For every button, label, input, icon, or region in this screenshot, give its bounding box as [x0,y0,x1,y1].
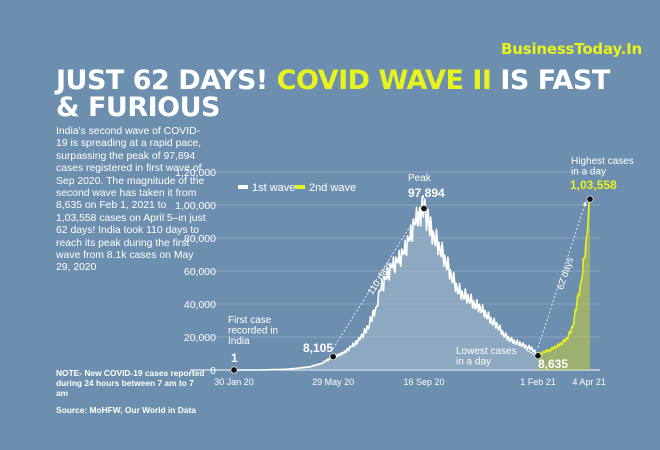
second-wave-span-arrow [537,201,587,348]
y-tick-label: 80,000 [184,233,216,245]
lowest-leader-line [525,349,536,356]
first-case-value: 1 [231,351,238,365]
lowest-label: in a day [456,357,491,368]
x-tick-label: 16 Sep 20 [403,377,444,387]
peak-label: Peak [408,173,432,184]
second-wave-span-arrowhead [582,201,587,207]
headline-accent: COVID WAVE II [276,65,492,96]
lowest-label: Lowest cases [456,346,517,357]
first-case-marker [230,366,238,374]
highest-label: Highest cases [571,156,634,167]
peak-marker [420,204,428,212]
highest-label: in a day [571,167,606,178]
source-text: Source: MoHFW, Our World in Data [56,405,196,415]
intro-text: India's second wave of COVID-19 is sprea… [56,126,206,274]
first-case-label: First case [228,315,272,326]
y-tick-label: 1,20,000 [175,167,216,179]
y-tick-label: 60,000 [184,266,216,278]
headline: JUST 62 DAYS! COVID WAVE II IS FAST & FU… [56,67,616,121]
brand-logo: BusinessToday.In [501,40,642,58]
y-tick-label: 0 [210,365,216,377]
wave-1-area [234,196,538,370]
may-29-value: 8,105 [303,341,333,355]
legend-wave-1-label: 1st wave [252,182,295,194]
highest-value: 1,03,558 [570,178,617,192]
x-tick-label: 29 May 20 [312,377,354,387]
peak-value: 97,894 [408,186,445,200]
first-wave-span-arrow [332,210,421,349]
legend-wave-2-label: 2nd wave [309,182,356,194]
headline-part-2: IS FAST & FURIOUS [56,65,610,123]
y-tick-label: 1,00,000 [175,200,216,212]
lowest-marker [534,352,542,360]
wave-1-line [234,195,539,371]
first-case-label: India [228,336,250,347]
x-tick-label: 1 Feb 21 [520,377,556,387]
first-case-label: recorded in [228,326,278,337]
wave-2-area [538,199,590,370]
second-wave-span-label: 62 days [555,256,576,291]
headline-part-1: JUST 62 DAYS! [56,65,277,96]
wave-2-line [537,198,591,357]
highest-marker [586,195,594,203]
y-tick-label: 40,000 [184,299,216,311]
x-tick-label: 4 Apr 21 [572,377,606,387]
lowest-value: 8,635 [538,357,568,371]
may-29-marker [329,353,337,361]
note-text: NOTE- New COVID-19 cases reported during… [56,368,205,398]
first-wave-span-arrowhead [415,210,420,216]
y-tick-label: 20,000 [184,332,216,344]
x-tick-label: 30 Jan 20 [214,377,254,387]
